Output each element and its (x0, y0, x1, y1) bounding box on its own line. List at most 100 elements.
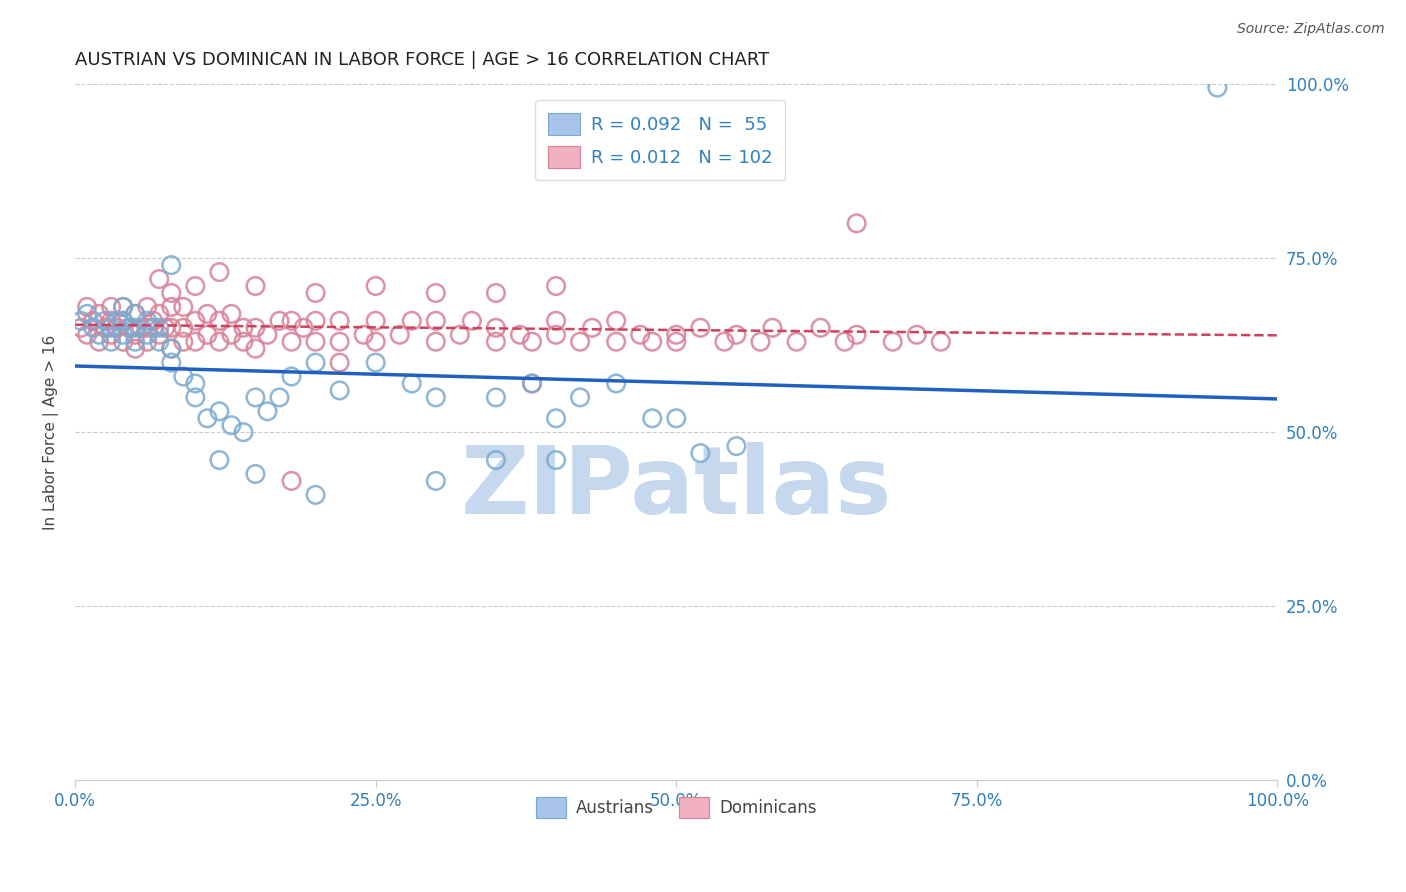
Point (76, 307, 98, 321)
Point (124, 327, 146, 342)
Point (725, 327, 748, 342)
Legend: Austrians, Dominicans: Austrians, Dominicans (530, 790, 823, 824)
Point (142, 320, 165, 334)
Point (245, 467, 267, 481)
Point (112, 314, 135, 328)
Point (89, 334, 111, 349)
Point (245, 342, 267, 356)
Point (100, 314, 122, 328)
Point (184, 334, 207, 349)
Point (76, 300, 98, 314)
Point (160, 320, 183, 334)
Point (245, 391, 267, 405)
Point (148, 327, 170, 342)
Point (148, 334, 170, 349)
Point (100, 300, 122, 314)
Point (256, 327, 278, 342)
Point (94, 314, 117, 328)
Point (544, 327, 567, 342)
Point (105, 314, 128, 328)
Point (329, 334, 352, 349)
Point (136, 314, 159, 328)
Point (786, 334, 808, 349)
Point (136, 334, 159, 349)
Point (388, 327, 411, 342)
Point (845, 216, 868, 230)
Point (304, 285, 326, 300)
Point (245, 279, 267, 293)
Point (160, 355, 183, 369)
Point (329, 314, 352, 328)
Point (485, 391, 508, 405)
Point (280, 314, 302, 328)
Point (70, 314, 93, 328)
Point (364, 334, 387, 349)
Point (160, 342, 183, 356)
Point (364, 355, 387, 369)
Point (124, 307, 146, 321)
Y-axis label: In Labor Force | Age > 16: In Labor Force | Age > 16 (44, 334, 59, 530)
Point (160, 258, 183, 272)
Point (208, 265, 231, 279)
Point (124, 307, 146, 321)
Point (100, 327, 122, 342)
Text: AUSTRIAN VS DOMINICAN IN LABOR FORCE | AGE > 16 CORRELATION CHART: AUSTRIAN VS DOMINICAN IN LABOR FORCE | A… (75, 51, 769, 69)
Point (172, 320, 194, 334)
Point (184, 376, 207, 391)
Point (208, 453, 231, 467)
Point (160, 285, 183, 300)
Point (195, 307, 218, 321)
Point (929, 334, 952, 349)
Point (172, 334, 194, 349)
Point (184, 314, 207, 328)
Point (665, 334, 688, 349)
Point (544, 314, 567, 328)
Point (184, 391, 207, 405)
Point (136, 300, 159, 314)
Point (76, 327, 98, 342)
Point (689, 446, 711, 460)
Point (449, 327, 471, 342)
Point (304, 334, 326, 349)
Point (280, 334, 302, 349)
Point (82, 314, 104, 328)
Point (100, 320, 122, 334)
Point (520, 376, 543, 391)
Point (208, 314, 231, 328)
Point (280, 474, 302, 488)
Point (232, 320, 254, 334)
Point (665, 327, 688, 342)
Point (124, 320, 146, 334)
Point (304, 488, 326, 502)
Point (544, 411, 567, 425)
Point (89, 327, 111, 342)
Point (665, 411, 688, 425)
Point (221, 418, 243, 433)
Point (292, 320, 315, 334)
Point (142, 314, 165, 328)
Point (461, 314, 484, 328)
Point (118, 320, 141, 334)
Point (208, 404, 231, 418)
Point (148, 307, 170, 321)
Point (641, 411, 664, 425)
Point (425, 285, 447, 300)
Point (155, 320, 177, 334)
Point (905, 327, 928, 342)
Point (845, 327, 868, 342)
Point (112, 314, 135, 328)
Point (364, 314, 387, 328)
Point (304, 355, 326, 369)
Point (124, 342, 146, 356)
Point (256, 404, 278, 418)
Point (569, 334, 592, 349)
Point (810, 320, 832, 334)
Point (544, 279, 567, 293)
Point (569, 391, 592, 405)
Point (172, 369, 194, 384)
Point (112, 334, 135, 349)
Point (425, 391, 447, 405)
Point (304, 314, 326, 328)
Point (544, 453, 567, 467)
Point (105, 320, 128, 334)
